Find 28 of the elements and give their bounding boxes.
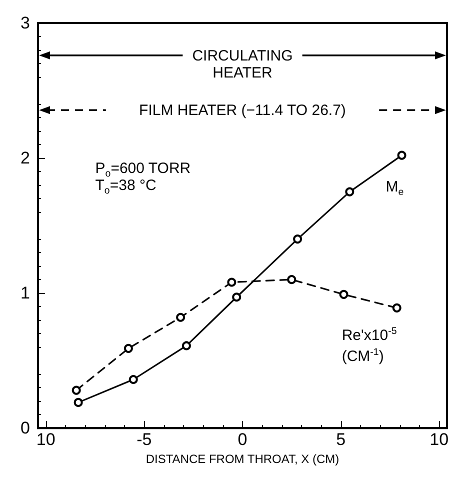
series-label: M$_{e}$ <box>386 178 404 198</box>
y-tick-label: 1 <box>20 284 30 303</box>
x-tick-label: 0 <box>238 430 248 450</box>
annotation: FILM HEATER (−11.4 TO 26.7) <box>139 102 346 120</box>
x-tick-label: 10 <box>36 430 56 450</box>
point <box>339 290 348 299</box>
point <box>128 374 138 384</box>
point <box>124 344 133 353</box>
point <box>397 150 406 160</box>
x-tick-label: -5 <box>136 430 152 450</box>
point <box>74 398 83 407</box>
point <box>345 187 354 196</box>
annotation: CIRCULATING HEATER <box>192 47 293 82</box>
point <box>392 303 402 312</box>
point <box>176 312 186 322</box>
y-tick-label: 3 <box>20 14 30 32</box>
x-axis-title: DISTANCE FROM THROAT, X (CM) <box>146 452 340 466</box>
point <box>72 386 81 395</box>
x-tick-label: 5 <box>336 430 346 450</box>
text: Re'x10$^{-5}$ (CM$^{-1}$) <box>342 326 397 365</box>
point <box>287 275 296 284</box>
point <box>182 341 191 350</box>
annotation: P$_{o}$=600 TORR T$_{o}$=38 °C <box>95 160 191 197</box>
y-tick-label: 2 <box>20 148 30 168</box>
point <box>232 292 242 302</box>
point <box>227 278 236 287</box>
point <box>293 234 302 244</box>
x-tick-label: 10 <box>430 430 449 450</box>
